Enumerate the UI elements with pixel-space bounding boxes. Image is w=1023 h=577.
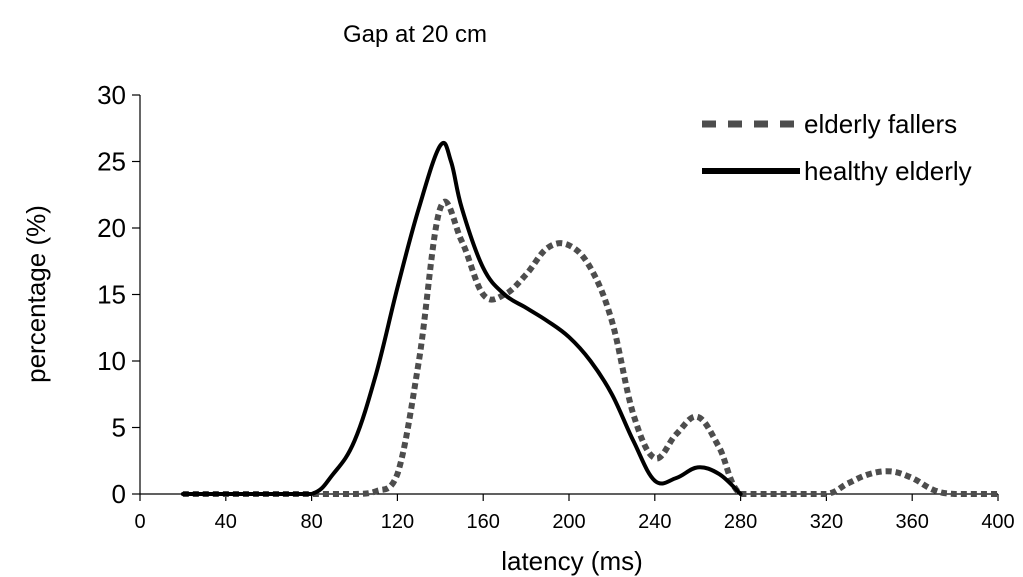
y-tick-label: 30 — [97, 80, 126, 110]
x-ticks: 0 40 80 120 160 200 240 280 320 360 400 — [134, 494, 1015, 533]
series-line-healthy-elderly — [180, 140, 743, 496]
series-group — [180, 140, 998, 498]
x-tick-label: 400 — [981, 511, 1014, 533]
x-tick-label: 200 — [552, 511, 585, 533]
chart-title: Gap at 20 cm — [343, 21, 487, 48]
x-tick-label: 240 — [638, 511, 671, 533]
x-tick-label: 280 — [724, 511, 757, 533]
y-axis-label: percentage (%) — [21, 205, 51, 383]
y-tick-label: 5 — [112, 413, 126, 443]
x-tick-label: 40 — [215, 511, 237, 533]
x-tick-label: 320 — [810, 511, 843, 533]
legend: elderly fallers healthy elderly — [702, 109, 972, 186]
y-tick-label: 15 — [97, 280, 126, 310]
x-tick-label: 360 — [896, 511, 929, 533]
legend-label-elderly-fallers: elderly fallers — [804, 109, 957, 139]
y-tick-label: 20 — [97, 213, 126, 243]
x-tick-label: 80 — [300, 511, 322, 533]
y-tick-label: 0 — [112, 479, 126, 509]
x-tick-label: 160 — [467, 511, 500, 533]
y-tick-label: 10 — [97, 346, 126, 376]
x-axis-label: latency (ms) — [501, 546, 643, 576]
series-line-elderly-fallers — [182, 198, 998, 498]
legend-label-healthy-elderly: healthy elderly — [804, 156, 972, 186]
axes — [139, 95, 998, 495]
y-tick-label: 25 — [97, 147, 126, 177]
y-ticks: 0 5 10 15 20 25 30 — [97, 80, 140, 509]
x-tick-label: 0 — [134, 511, 145, 533]
x-tick-label: 120 — [381, 511, 414, 533]
